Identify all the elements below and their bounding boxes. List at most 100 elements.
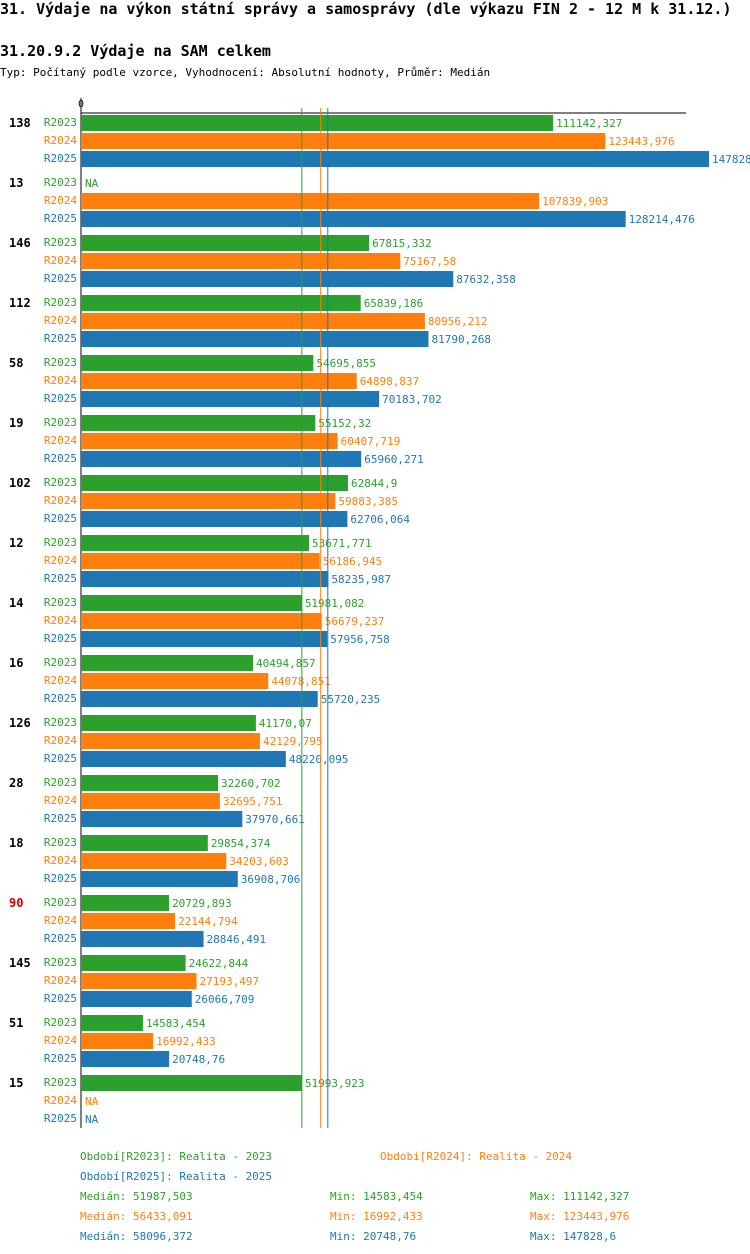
series-label-12-R2025: R2025 (44, 572, 77, 585)
group-label-58: 58 (9, 356, 23, 370)
bar-58-R2025 (81, 391, 380, 407)
data-label-126-R2023: 41170,07 (259, 717, 312, 730)
bar-16-R2023 (81, 655, 254, 671)
data-label-138-R2023: 111142,327 (556, 117, 622, 130)
bar-12-R2025 (81, 571, 329, 587)
bar-58-R2023 (81, 355, 314, 371)
series-label-19-R2024: R2024 (44, 434, 77, 447)
data-label-14-R2024: 56679,237 (325, 615, 385, 628)
series-label-14-R2023: R2023 (44, 596, 77, 609)
bar-145-R2024 (81, 973, 197, 989)
bar-14-R2025 (81, 631, 328, 647)
series-label-146-R2024: R2024 (44, 254, 77, 267)
bar-145-R2025 (81, 991, 192, 1007)
bar-14-R2023 (81, 595, 302, 611)
group-label-16: 16 (9, 656, 23, 670)
group-label-12: 12 (9, 536, 23, 550)
legend-median-2024: Medián: 56433,091 (80, 1210, 193, 1223)
series-label-12-R2023: R2023 (44, 536, 77, 549)
data-label-16-R2024: 44078,851 (271, 675, 331, 688)
group-label-145: 145 (9, 956, 31, 970)
bar-28-R2024 (81, 793, 220, 809)
group-label-28: 28 (9, 776, 23, 790)
series-label-126-R2024: R2024 (44, 734, 77, 747)
bar-16-R2024 (81, 673, 269, 689)
data-label-16-R2025: 55720,235 (321, 693, 381, 706)
chart-subtitle: 31.20.9.2 Výdaje na SAM celkem (0, 42, 271, 60)
bar-90-R2025 (81, 931, 204, 947)
bar-138-R2025 (81, 151, 709, 167)
series-label-126-R2023: R2023 (44, 716, 77, 729)
series-label-14-R2024: R2024 (44, 614, 77, 627)
bar-102-R2023 (81, 475, 348, 491)
bar-51-R2025 (81, 1051, 170, 1067)
data-label-146-R2024: 75167,58 (403, 255, 456, 268)
data-label-28-R2023: 32260,702 (221, 777, 281, 790)
series-label-58-R2023: R2023 (44, 356, 77, 369)
page-title: 31. Výdaje na výkon státní správy a samo… (0, 0, 732, 18)
bar-18-R2024 (81, 853, 227, 869)
data-label-15-R2024: NA (85, 1095, 99, 1108)
bar-112-R2023 (81, 295, 361, 311)
series-label-51-R2023: R2023 (44, 1016, 77, 1029)
bar-12-R2024 (81, 553, 320, 569)
data-label-145-R2023: 24622,844 (189, 957, 249, 970)
series-label-51-R2024: R2024 (44, 1034, 77, 1047)
bar-112-R2025 (81, 331, 429, 347)
group-label-19: 19 (9, 416, 23, 430)
bar-18-R2023 (81, 835, 208, 851)
data-label-18-R2024: 34203,603 (229, 855, 289, 868)
data-label-13-R2025: 128214,476 (629, 213, 695, 226)
data-label-138-R2024: 123443,976 (608, 135, 674, 148)
bar-19-R2024 (81, 433, 338, 449)
group-label-15: 15 (9, 1076, 23, 1090)
series-label-58-R2025: R2025 (44, 392, 77, 405)
legend-min-2023: Min: 14583,454 (330, 1190, 423, 1203)
data-label-112-R2024: 80956,212 (428, 315, 488, 328)
legend-min-2024: Min: 16992,433 (330, 1210, 423, 1223)
group-label-90: 90 (9, 896, 23, 910)
legend-max-2025: Max: 147828,6 (530, 1230, 617, 1243)
group-label-14: 14 (9, 596, 23, 610)
series-label-145-R2023: R2023 (44, 956, 77, 969)
data-label-19-R2025: 65960,271 (364, 453, 424, 466)
bar-126-R2023 (81, 715, 256, 731)
group-label-146: 146 (9, 236, 31, 250)
data-label-12-R2024: 56186,945 (323, 555, 383, 568)
legend-median-2025: Medián: 58096,372 (80, 1230, 193, 1243)
series-label-14-R2025: R2025 (44, 632, 77, 645)
legend-max-2024: Max: 123443,976 (530, 1210, 630, 1223)
series-label-19-R2023: R2023 (44, 416, 77, 429)
bar-51-R2023 (81, 1015, 143, 1031)
bar-19-R2023 (81, 415, 316, 431)
data-label-28-R2024: 32695,751 (223, 795, 283, 808)
series-label-16-R2025: R2025 (44, 692, 77, 705)
series-label-90-R2024: R2024 (44, 914, 77, 927)
group-label-138: 138 (9, 116, 31, 130)
data-label-102-R2024: 59883,385 (338, 495, 398, 508)
chart-description: Typ: Počítaný podle vzorce, Vyhodnocení:… (0, 66, 491, 79)
series-label-138-R2023: R2023 (44, 116, 77, 129)
bar-145-R2023 (81, 955, 186, 971)
group-label-51: 51 (9, 1016, 23, 1030)
legend-period-2025: Období[R2025]: Realita - 2025 (80, 1170, 273, 1183)
data-label-13-R2023: NA (85, 177, 99, 190)
series-label-15-R2023: R2023 (44, 1076, 77, 1089)
bar-51-R2024 (81, 1033, 154, 1049)
bar-58-R2024 (81, 373, 357, 389)
data-label-51-R2025: 20748,76 (172, 1053, 225, 1066)
data-label-145-R2024: 27193,497 (200, 975, 260, 988)
series-label-146-R2023: R2023 (44, 236, 77, 249)
legend-median-2023: Medián: 51987,503 (80, 1190, 193, 1203)
data-label-58-R2023: 54695,855 (316, 357, 376, 370)
data-label-15-R2023: 51993,923 (305, 1077, 365, 1090)
bar-19-R2025 (81, 451, 362, 467)
bar-16-R2025 (81, 691, 318, 707)
bar-28-R2023 (81, 775, 219, 791)
data-label-18-R2023: 29854,374 (211, 837, 271, 850)
bar-112-R2024 (81, 313, 425, 329)
bar-146-R2024 (81, 253, 401, 269)
series-label-16-R2023: R2023 (44, 656, 77, 669)
bar-138-R2023 (81, 115, 554, 131)
legend-period-2023: Období[R2023]: Realita - 2023 (80, 1150, 273, 1163)
